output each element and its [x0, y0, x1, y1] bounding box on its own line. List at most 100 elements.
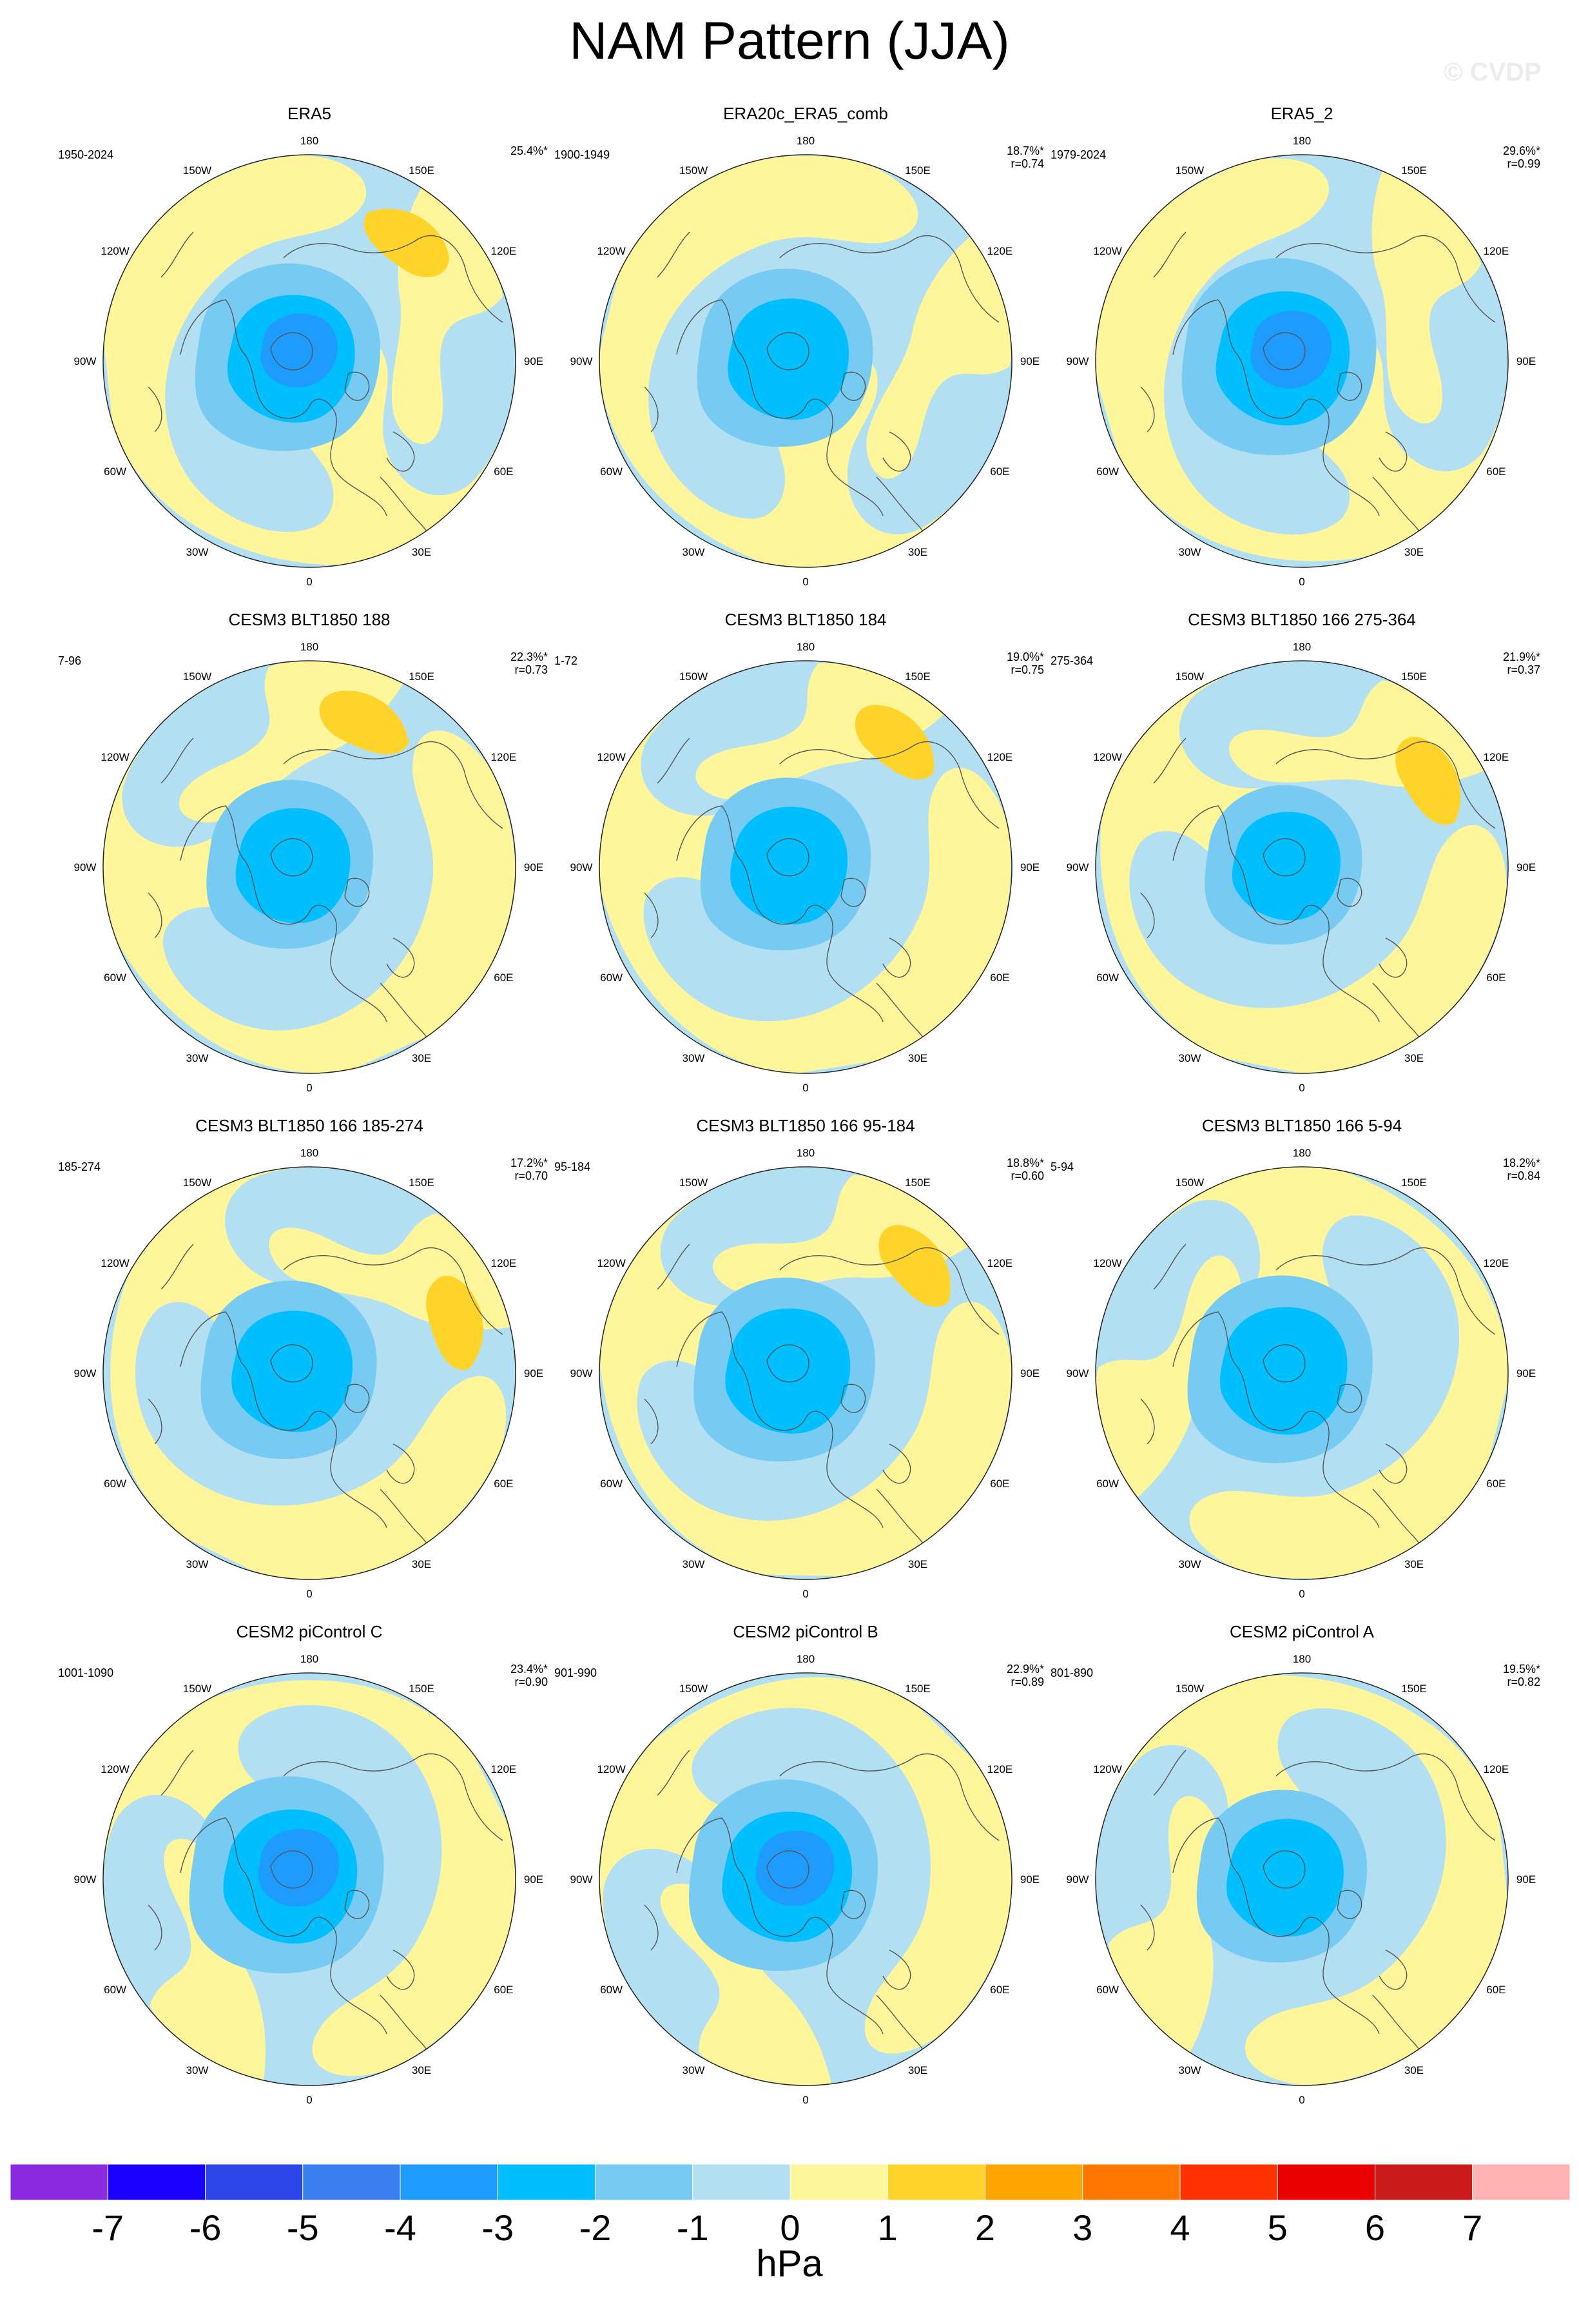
coastline [1172, 1817, 1380, 2035]
longitude-label: 120W [101, 245, 129, 257]
longitude-label: 90E [524, 355, 543, 367]
longitude-label: 90W [74, 861, 97, 874]
colorbar-swatch [1375, 2163, 1473, 2201]
polar-map: 180 150E 120E 90E 60E 30E 0 30W 60W 90W 120W 150W [1067, 1147, 1536, 1600]
longitude-label: 90W [570, 861, 593, 874]
coastline [283, 1753, 503, 1841]
coastline [1172, 1311, 1380, 1528]
longitude-label: 120E [1484, 1763, 1509, 1775]
panel-period: 1001-1090 [58, 1666, 114, 1679]
coastline [779, 235, 1000, 323]
longitude-label: 150W [183, 164, 211, 177]
coastline [882, 1443, 911, 1484]
panel-period: 801-890 [1051, 1666, 1094, 1679]
coastline [644, 737, 690, 939]
coastline [344, 371, 370, 401]
longitude-label: 60W [600, 1478, 623, 1490]
longitude-label: 30W [683, 1052, 705, 1064]
pattern-correlation: r=0.89 [1011, 1675, 1044, 1688]
panel-title: CESM2 piControl B [733, 1622, 878, 1641]
colorbar-swatch [1277, 2163, 1375, 2201]
colorbar-swatch [887, 2163, 985, 2201]
pattern-correlation: r=0.99 [1507, 157, 1540, 170]
longitude-label: 120E [491, 1763, 517, 1775]
coastline [344, 877, 370, 907]
coastline [1337, 1383, 1362, 1413]
longitude-label: 60E [990, 465, 1009, 478]
panel-period: 901-990 [554, 1666, 597, 1679]
coastline [1275, 1753, 1496, 1841]
coastline [1275, 235, 1496, 323]
coastline [766, 838, 809, 877]
coastline [1263, 1850, 1306, 1889]
colorbar-swatch [497, 2163, 596, 2201]
colorbar-swatch [595, 2163, 693, 2201]
polar-map: 180 150E 120E 90E 60E 30E 0 30W 60W 90W 120W 150W [1067, 641, 1536, 1094]
coastline [766, 332, 809, 371]
colorbar-swatch [205, 2163, 304, 2201]
longitude-label: 90E [1516, 1367, 1536, 1380]
polar-map: 180 150E 120E 90E 60E 30E 0 30W 60W 90W 120W 150W [570, 1147, 1040, 1600]
longitude-label: 180 [300, 1147, 318, 1159]
longitude-label: 0 [802, 1588, 808, 1600]
coastline [180, 299, 387, 516]
map-boundary [1095, 660, 1509, 1074]
pattern-correlation: r=0.84 [1507, 1169, 1540, 1182]
longitude-label: 60E [1486, 1478, 1506, 1490]
longitude-label: 120E [987, 1257, 1013, 1269]
longitude-label: 90W [1067, 355, 1089, 367]
colorbar [10, 2163, 1570, 2201]
variance-explained: 29.6%* [1502, 144, 1540, 157]
coastline [1172, 299, 1380, 516]
map-panel: CESM3 BLT1850 166 275-364 180 150E 120E 90E 6… [1051, 609, 1553, 1112]
colorbar-swatch [1179, 2163, 1278, 2201]
longitude-label: 30E [908, 1558, 927, 1570]
coastline [283, 1247, 503, 1335]
coastline [676, 1311, 884, 1528]
longitude-label: 120W [597, 245, 625, 257]
coastline [386, 937, 415, 978]
neg3-area [728, 298, 849, 420]
longitude-label: 120W [1093, 245, 1121, 257]
longitude-label: 180 [1293, 641, 1311, 653]
longitude-label: 30W [186, 2064, 209, 2076]
variance-explained: 22.9%* [1006, 1663, 1044, 1675]
longitude-label: 150E [409, 164, 434, 177]
longitude-label: 60W [104, 465, 126, 478]
longitude-label: 150E [1401, 670, 1427, 683]
coastline [270, 838, 313, 877]
polar-map: 180 150E 120E 90E 60E 30E 0 30W 60W 90W 120W 150W [74, 135, 544, 588]
colorbar-swatch [10, 2163, 108, 2201]
neg4-area [1250, 311, 1332, 389]
longitude-label: 60W [1096, 1478, 1119, 1490]
coastline [644, 1244, 690, 1445]
coastline [1140, 1750, 1187, 1951]
colorbar-swatch [107, 2163, 206, 2201]
longitude-label: 0 [802, 1082, 808, 1094]
panel-stats: 22.3%* r=0.73 [477, 650, 548, 676]
colorbar-swatch [790, 2163, 888, 2201]
longitude-label: 90E [1020, 355, 1040, 367]
longitude-label: 30E [908, 1052, 927, 1064]
longitude-label: 90W [570, 355, 593, 367]
longitude-label: 60E [990, 1478, 1009, 1490]
map-boundary [102, 1166, 516, 1580]
longitude-label: 0 [306, 1588, 312, 1600]
longitude-label: 150W [183, 1177, 211, 1189]
coastline [1263, 838, 1306, 877]
neg4-area [260, 313, 338, 387]
map-boundary [599, 660, 1012, 1074]
longitude-label: 30W [1179, 2064, 1201, 2076]
longitude-label: 30W [1179, 1558, 1201, 1570]
pattern-correlation: r=0.90 [514, 1675, 548, 1688]
longitude-label: 90W [570, 1367, 593, 1380]
longitude-label: 90E [1020, 1873, 1040, 1886]
longitude-label: 150E [905, 670, 931, 683]
pattern-correlation: r=0.73 [514, 663, 548, 676]
longitude-label: 30W [683, 1558, 705, 1570]
colorbar-tick-label: 4 [1170, 2207, 1190, 2248]
polar-map: 180 150E 120E 90E 60E 30E 0 30W 60W 90W 120W 150W [570, 135, 1040, 588]
longitude-label: 60W [104, 1984, 126, 1996]
longitude-label: 120E [491, 751, 517, 763]
longitude-label: 0 [1299, 576, 1304, 588]
